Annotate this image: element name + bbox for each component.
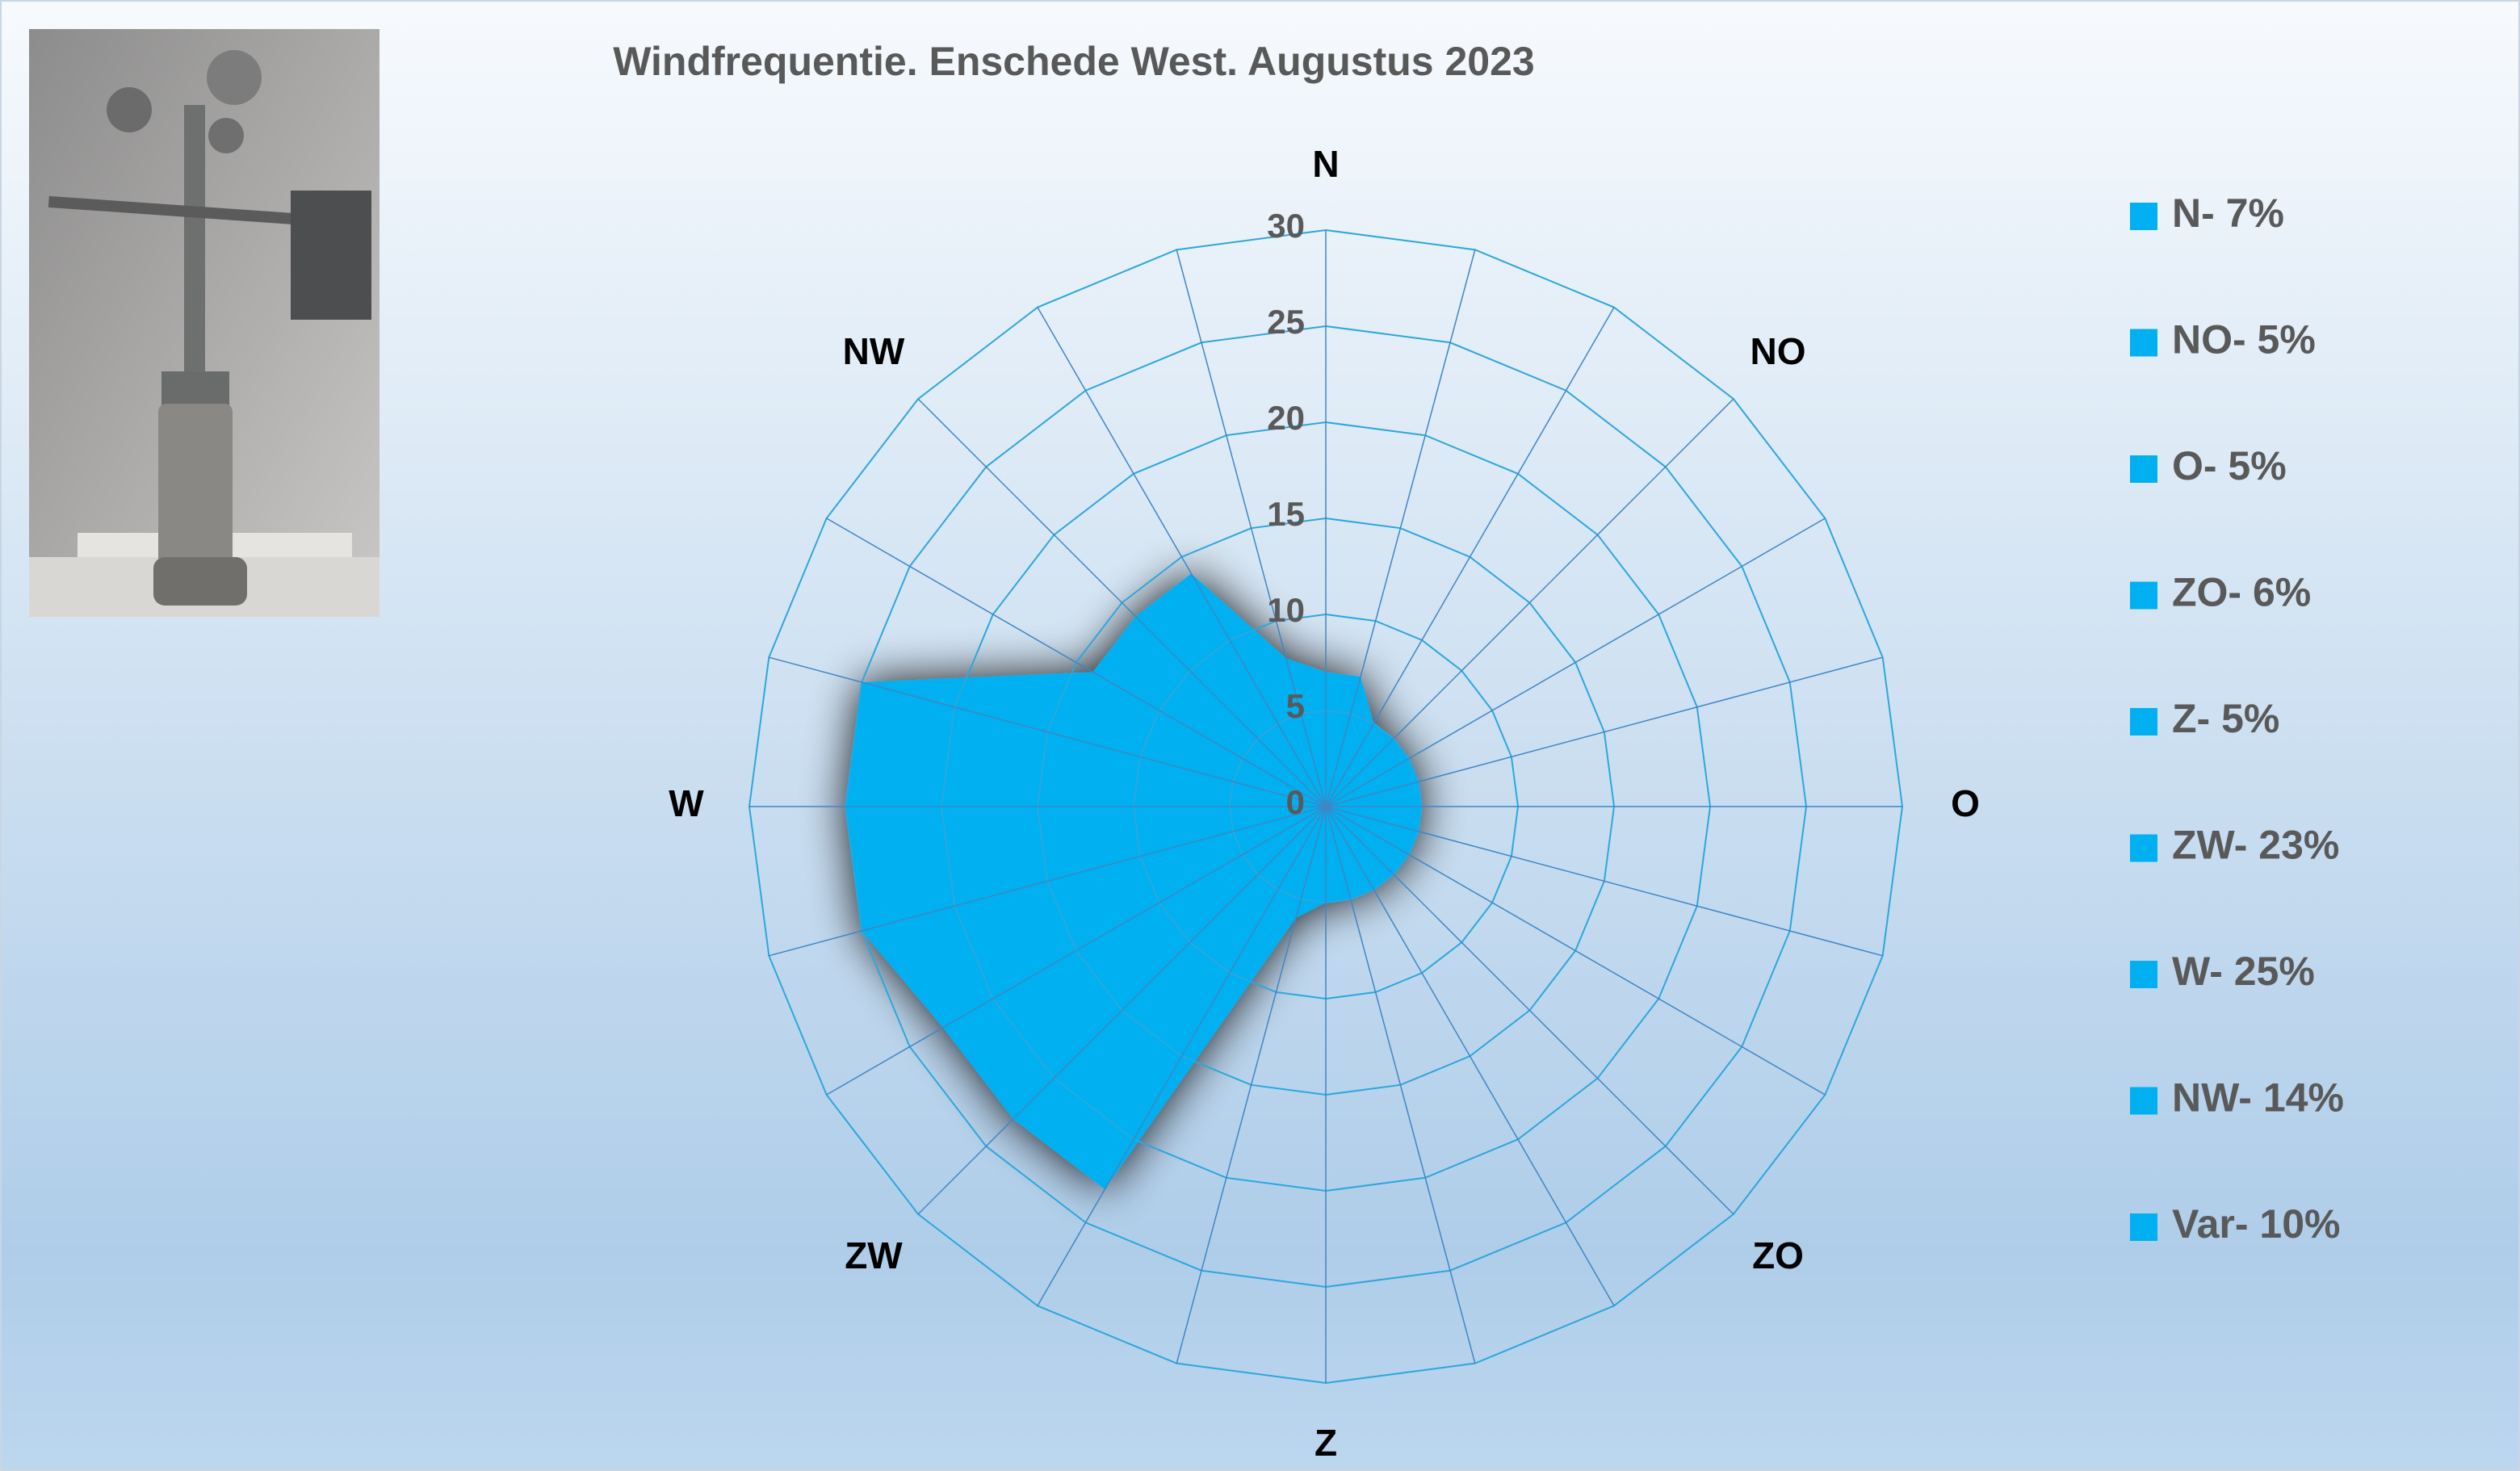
r-tick-label: 20 [1267,399,1305,437]
spoke [1325,249,1476,807]
spoke [826,518,1327,807]
spoke [826,806,1327,1096]
legend-swatch [2130,581,2157,610]
spoke [1325,806,1734,1215]
category-label: W [669,782,704,824]
legend-swatch [2130,1213,2157,1241]
legend-swatch [2130,203,2157,230]
chart-title: Windfrequentie. Enschede West. Augustus … [613,39,1534,84]
spoke [1325,398,1734,807]
legend-label: NO- 5% [2172,317,2316,363]
legend-label: Z- 5% [2172,696,2279,741]
category-label: ZW [845,1234,903,1276]
spoke [917,398,1327,807]
spoke [1325,806,1476,1364]
category-label: NO [1751,330,1806,372]
spoke [1176,249,1327,807]
legend-label: Var- 10% [2172,1201,2340,1247]
spoke [917,806,1327,1215]
spoke [1325,806,1883,957]
spoke [1325,518,1826,807]
legend-label: ZW- 23% [2172,823,2339,868]
r-tick-label: 0 [1286,783,1305,821]
legend-swatch [2130,961,2157,988]
legend-label: NW- 14% [2172,1075,2344,1121]
legend-swatch [2130,708,2157,736]
category-label: O [1951,782,1980,824]
spoke [769,806,1327,957]
spoke [769,656,1327,807]
legend-swatch [2130,455,2157,483]
spoke [1325,656,1883,807]
category-label: ZO [1752,1234,1804,1276]
legend-swatch [2130,1087,2157,1115]
r-tick-label: 15 [1267,495,1305,533]
spoke [1325,806,1826,1096]
legend-label: O- 5% [2172,443,2287,488]
spoke [1037,307,1327,807]
r-tick-label: 30 [1267,207,1305,245]
legend-label: W- 25% [2172,949,2315,994]
category-label: Z [1315,1422,1337,1464]
legend-label: N- 7% [2172,191,2284,236]
r-tick-label: 25 [1267,303,1305,341]
spoke [1176,806,1327,1364]
category-label: N [1312,143,1339,185]
legend-label: ZO- 6% [2172,570,2311,615]
category-label: NW [843,330,905,372]
spoke [1325,307,1615,807]
spoke [1037,806,1327,1306]
r-tick-label: 10 [1267,591,1305,629]
spoke [1325,806,1615,1306]
legend-swatch [2130,834,2157,862]
r-tick-label: 5 [1286,687,1305,725]
photo [29,29,379,617]
legend-swatch [2130,329,2157,357]
radar-area [845,573,1422,1190]
